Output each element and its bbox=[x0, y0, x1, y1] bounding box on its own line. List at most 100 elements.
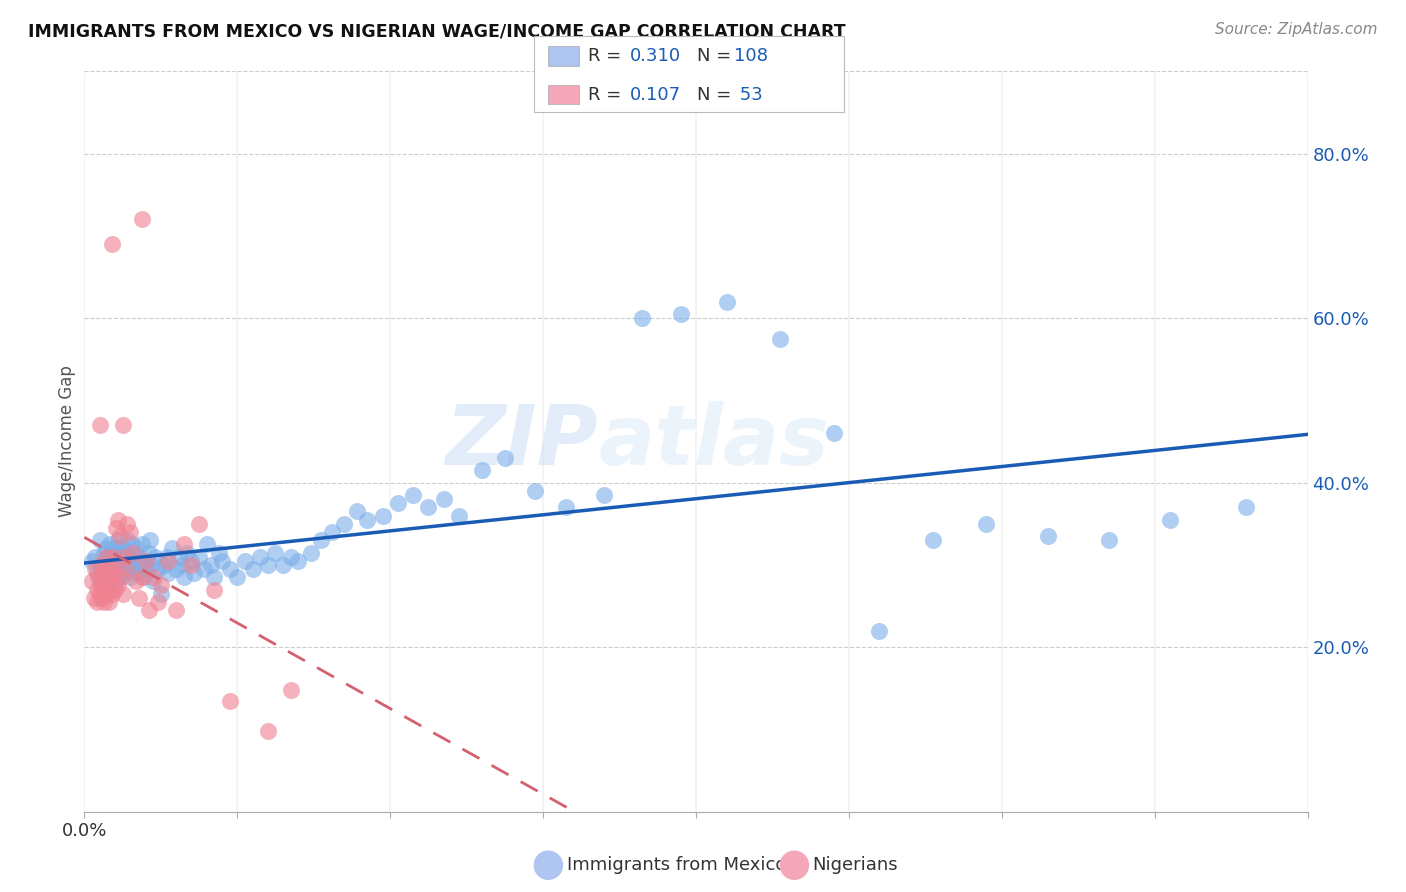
Point bbox=[142, 574, 165, 589]
Point bbox=[173, 570, 195, 584]
Point bbox=[287, 554, 309, 568]
Point bbox=[146, 595, 169, 609]
Point bbox=[107, 513, 129, 527]
Text: Immigrants from Mexico: Immigrants from Mexico bbox=[567, 856, 786, 874]
Point bbox=[180, 558, 202, 572]
Point bbox=[165, 562, 187, 576]
Point bbox=[402, 488, 425, 502]
Point bbox=[122, 545, 145, 560]
Point bbox=[112, 549, 135, 564]
Point bbox=[173, 537, 195, 551]
Point bbox=[112, 554, 135, 568]
Point bbox=[869, 624, 891, 638]
Point bbox=[97, 578, 120, 592]
Point bbox=[104, 566, 127, 581]
Point bbox=[135, 554, 157, 568]
Y-axis label: Wage/Income Gap: Wage/Income Gap bbox=[58, 366, 76, 517]
Point bbox=[89, 418, 111, 433]
Point bbox=[249, 549, 271, 564]
Point bbox=[172, 558, 194, 572]
Point bbox=[86, 595, 108, 609]
Point bbox=[202, 582, 225, 597]
Point bbox=[299, 545, 322, 560]
Point bbox=[120, 549, 142, 564]
Point bbox=[160, 541, 183, 556]
Point bbox=[167, 549, 190, 564]
Point bbox=[716, 294, 738, 309]
Point bbox=[193, 562, 215, 576]
Point bbox=[107, 549, 129, 564]
Text: atlas: atlas bbox=[598, 401, 828, 482]
Point bbox=[143, 549, 166, 564]
Point bbox=[107, 533, 129, 548]
Point bbox=[96, 587, 118, 601]
Text: IMMIGRANTS FROM MEXICO VS NIGERIAN WAGE/INCOME GAP CORRELATION CHART: IMMIGRANTS FROM MEXICO VS NIGERIAN WAGE/… bbox=[28, 22, 846, 40]
Point bbox=[98, 570, 121, 584]
Point bbox=[93, 545, 115, 560]
Point bbox=[1036, 529, 1059, 543]
Point bbox=[90, 578, 112, 592]
Point bbox=[110, 570, 132, 584]
Point bbox=[138, 545, 160, 560]
Point bbox=[91, 558, 114, 572]
Point bbox=[200, 558, 222, 572]
Text: 0.107: 0.107 bbox=[630, 86, 681, 103]
Point bbox=[96, 570, 118, 584]
Text: R =: R = bbox=[588, 86, 627, 103]
Point bbox=[311, 533, 333, 548]
Point bbox=[257, 558, 280, 572]
Point bbox=[96, 549, 118, 564]
Point bbox=[97, 595, 120, 609]
Point bbox=[922, 533, 945, 548]
Text: 108: 108 bbox=[734, 47, 768, 65]
Point bbox=[94, 541, 117, 556]
Point bbox=[111, 587, 134, 601]
Point bbox=[157, 554, 180, 568]
Point bbox=[257, 724, 280, 739]
Point bbox=[141, 558, 163, 572]
Point bbox=[101, 545, 124, 560]
Point bbox=[87, 570, 110, 584]
Point bbox=[115, 545, 138, 560]
Point bbox=[1159, 513, 1181, 527]
Point bbox=[131, 570, 153, 584]
Point bbox=[84, 562, 107, 576]
Point bbox=[125, 574, 148, 589]
Point bbox=[103, 549, 125, 564]
Point bbox=[128, 591, 150, 605]
Point bbox=[131, 537, 153, 551]
Point bbox=[93, 582, 115, 597]
Point bbox=[114, 566, 136, 581]
Point bbox=[93, 562, 115, 576]
Point bbox=[524, 483, 547, 498]
Point bbox=[101, 558, 124, 572]
Point bbox=[139, 533, 162, 548]
Point bbox=[471, 463, 494, 477]
Point bbox=[94, 570, 117, 584]
Point bbox=[86, 582, 108, 597]
Point bbox=[83, 591, 105, 605]
Text: Source: ZipAtlas.com: Source: ZipAtlas.com bbox=[1215, 22, 1378, 37]
Point bbox=[135, 554, 157, 568]
Point bbox=[433, 492, 456, 507]
Point bbox=[127, 566, 149, 581]
Point bbox=[149, 578, 172, 592]
Point bbox=[120, 524, 142, 539]
Point bbox=[218, 694, 240, 708]
Point bbox=[371, 508, 394, 523]
Point bbox=[387, 496, 409, 510]
Point bbox=[233, 554, 256, 568]
Point bbox=[226, 570, 249, 584]
Text: Nigerians: Nigerians bbox=[813, 856, 898, 874]
Text: N =: N = bbox=[697, 86, 737, 103]
Point bbox=[103, 554, 125, 568]
Point bbox=[769, 332, 792, 346]
Point bbox=[128, 549, 150, 564]
Point bbox=[631, 311, 654, 326]
Point bbox=[97, 558, 120, 572]
Point bbox=[211, 554, 233, 568]
Point bbox=[104, 574, 127, 589]
Point bbox=[593, 488, 616, 502]
Point bbox=[111, 562, 134, 576]
Point bbox=[1098, 533, 1121, 548]
